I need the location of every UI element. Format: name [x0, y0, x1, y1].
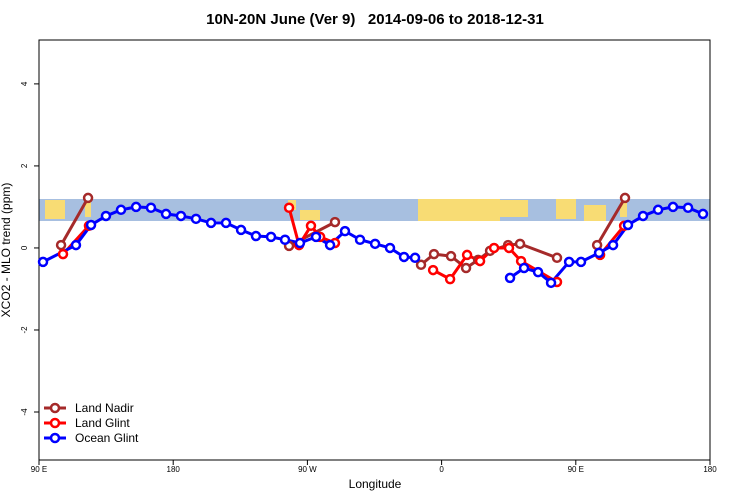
point — [545, 277, 557, 289]
point — [205, 217, 217, 229]
point — [235, 224, 247, 236]
legend-marker — [49, 417, 61, 429]
point — [444, 273, 456, 285]
point — [294, 237, 306, 249]
legend-marker — [49, 432, 61, 444]
point — [145, 202, 157, 214]
point — [310, 231, 322, 243]
map-strip — [39, 199, 710, 221]
point — [85, 219, 97, 231]
legend-label: Land Glint — [75, 416, 130, 430]
point — [115, 204, 127, 216]
point — [637, 210, 649, 222]
point — [503, 242, 515, 254]
point — [384, 242, 396, 254]
y-axis-label: XCO2 - MLO trend (ppm) — [0, 183, 13, 318]
point — [369, 238, 381, 250]
point — [55, 239, 67, 251]
legend-marker — [49, 402, 61, 414]
y-tick-label: 0 — [20, 245, 29, 250]
point — [57, 248, 69, 260]
point — [607, 239, 619, 251]
point — [305, 220, 317, 232]
point — [409, 252, 421, 264]
point — [551, 252, 563, 264]
point — [398, 251, 410, 263]
point — [339, 225, 351, 237]
point — [427, 264, 439, 276]
point — [283, 202, 295, 214]
point — [324, 239, 336, 251]
point — [428, 248, 440, 260]
point — [619, 192, 631, 204]
point — [160, 208, 172, 220]
x-tick-label: 180 — [167, 465, 181, 474]
y-tick-label: 2 — [20, 163, 29, 168]
point — [593, 247, 605, 259]
point — [460, 262, 472, 274]
point — [474, 255, 486, 267]
y-tick-label: -2 — [20, 326, 29, 334]
x-tick-label: 180 — [703, 465, 717, 474]
legend-label: Land Nadir — [75, 401, 134, 415]
point — [354, 234, 366, 245]
x-tick-label: 90 E — [31, 465, 47, 474]
point — [37, 256, 49, 268]
point — [532, 266, 544, 278]
point — [70, 239, 82, 251]
point — [445, 250, 457, 262]
point — [100, 210, 112, 222]
chart-title: 10N-20N June (Ver 9) 2014-09-06 to 2018-… — [206, 11, 544, 28]
point — [514, 238, 526, 250]
point — [265, 231, 277, 243]
point — [190, 213, 202, 225]
point — [652, 204, 664, 216]
point — [697, 208, 709, 220]
point — [82, 192, 94, 204]
y-tick-label: -4 — [20, 408, 29, 416]
point — [682, 202, 694, 214]
point — [130, 201, 142, 213]
x-tick-label: 0 — [439, 465, 444, 474]
point — [622, 219, 634, 231]
point — [279, 234, 291, 245]
point — [488, 242, 500, 254]
point — [220, 217, 232, 229]
legend-label: Ocean Glint — [75, 431, 139, 445]
point — [415, 259, 427, 271]
point — [461, 249, 473, 261]
x-axis-label: Longitude — [349, 477, 402, 491]
point — [504, 272, 516, 284]
point — [518, 262, 530, 274]
x-tick-label: 90 E — [568, 465, 584, 474]
point — [250, 230, 262, 242]
point — [575, 256, 587, 268]
point — [667, 201, 679, 213]
point — [329, 216, 341, 228]
point — [175, 210, 187, 222]
point — [563, 256, 575, 268]
plot-frame — [38, 39, 711, 461]
y-tick-label: 4 — [20, 81, 29, 86]
x-tick-label: 90 W — [298, 465, 317, 474]
